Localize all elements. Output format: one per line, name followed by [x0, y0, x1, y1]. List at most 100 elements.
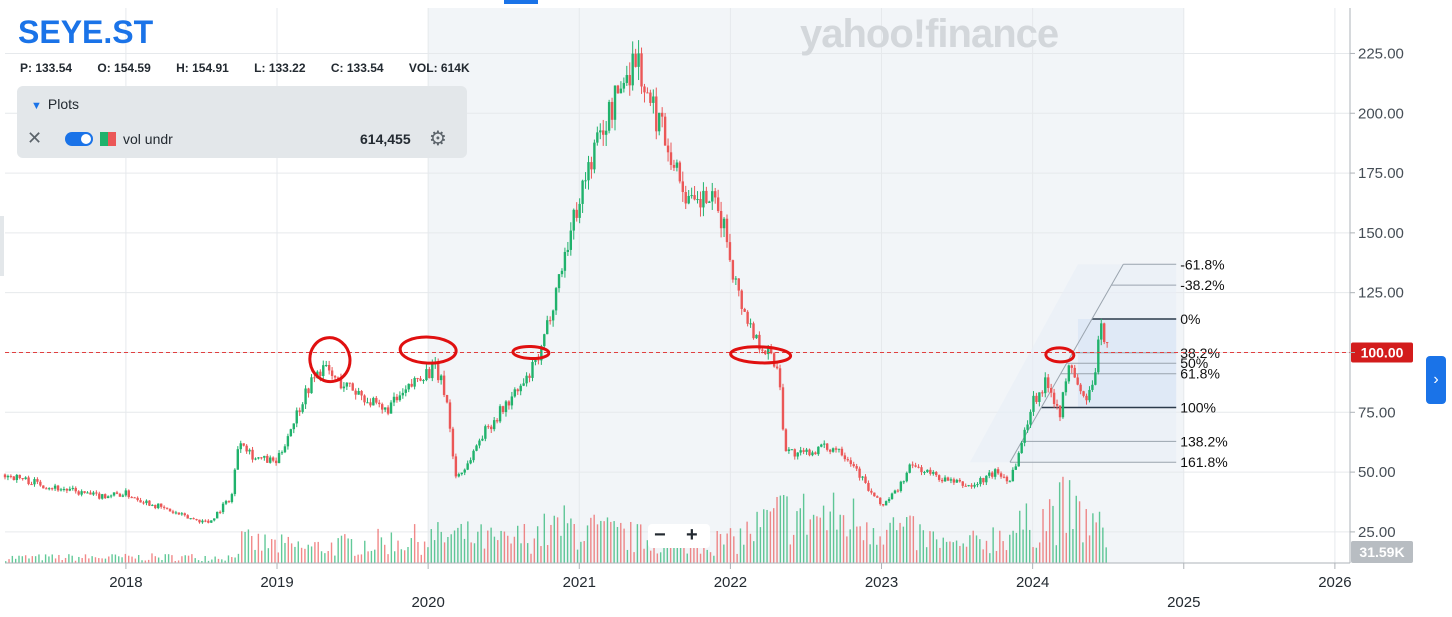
volume-bar [736, 553, 738, 563]
x-tick-label: 2024 [1016, 574, 1049, 591]
volume-bar [320, 551, 323, 563]
candle-body [431, 364, 434, 379]
volume-bar [1098, 511, 1101, 563]
volume-bar [583, 541, 585, 563]
volume-bar [896, 530, 898, 563]
volume-bar [204, 555, 206, 563]
zoom-controls: − + [648, 524, 710, 548]
top-drag-handle[interactable] [504, 0, 538, 4]
volume-bar [440, 531, 442, 563]
candle-body [422, 380, 425, 382]
visibility-toggle[interactable] [65, 132, 93, 146]
close-icon[interactable]: ✕ [27, 128, 43, 148]
zoom-out-button[interactable]: − [654, 524, 666, 546]
volume-bar [763, 509, 765, 563]
volume-bar [274, 539, 276, 563]
candle-body [884, 501, 888, 506]
candle-body [1064, 381, 1068, 393]
volume-bar [270, 539, 273, 563]
volume-bar [251, 535, 253, 563]
candle-body [1011, 469, 1015, 482]
fib-level-label: 38.2% [1180, 345, 1220, 361]
candle-body [460, 472, 463, 475]
volume-bar [1055, 545, 1058, 563]
candle-body [289, 429, 293, 437]
candle-body [699, 199, 702, 208]
volume-bar [144, 560, 147, 563]
low-value: L: 133.22 [254, 61, 306, 75]
volume-bar [556, 517, 559, 563]
volume-bar [696, 541, 698, 563]
close-value: C: 133.54 [330, 61, 384, 75]
candle-body [740, 290, 743, 309]
y-tick-label: 225.00 [1358, 45, 1404, 62]
volume-bar [41, 560, 43, 563]
volume-bar [187, 555, 190, 563]
volume-bar [124, 553, 127, 563]
candle-body [490, 426, 493, 430]
volume-bar [493, 536, 496, 563]
candle-body [360, 391, 363, 396]
candle-body [958, 479, 961, 482]
candle-body [652, 96, 655, 103]
candle-body [610, 101, 614, 120]
candle-body [15, 474, 18, 481]
volume-bar [487, 530, 489, 563]
plots-toggle[interactable]: ▼ Plots [31, 96, 79, 112]
expand-panel-button[interactable]: › [1426, 356, 1446, 404]
candle-body [1082, 391, 1085, 396]
candle-body [201, 520, 204, 523]
candle-body [401, 392, 405, 396]
volume-bar [1068, 480, 1071, 563]
volume-bar [214, 556, 216, 563]
color-swatch-icon[interactable] [100, 132, 116, 146]
zoom-in-button[interactable]: + [686, 524, 698, 546]
candle-body [404, 389, 407, 393]
volume-bar [234, 557, 236, 563]
candle-body [227, 501, 231, 503]
volume-bar [580, 541, 582, 563]
fibonacci-retracement[interactable]: -61.8% -38.2% 0% 38.2%50%61.8% 100% 138.2% 161… [969, 256, 1228, 470]
volume-bar [992, 527, 994, 563]
candle-body [1102, 323, 1106, 343]
candle-body [89, 492, 92, 495]
volume-bar [304, 548, 306, 563]
volume-bar [134, 558, 137, 563]
candle-body [86, 492, 89, 494]
candle-body [30, 484, 33, 486]
volume-bar [443, 542, 446, 563]
volume-bar [1065, 532, 1067, 563]
candle-body [1100, 323, 1103, 340]
candle-body [811, 452, 814, 456]
candle-body [543, 334, 546, 347]
yahoo-finance-logo: yahoo!finance [800, 12, 1059, 56]
volume-bar [1035, 547, 1038, 563]
left-edge-handle[interactable] [0, 216, 4, 276]
gear-icon[interactable]: ⚙ [429, 128, 447, 150]
candle-body [413, 378, 416, 387]
volume-bar [1005, 550, 1008, 563]
candle-body [893, 490, 897, 494]
volume-bar [769, 511, 772, 563]
volume-bar [686, 553, 688, 563]
candle-body [725, 218, 729, 243]
volume-bar [88, 558, 90, 563]
volume-bar [78, 556, 80, 563]
volume-bar [517, 525, 519, 563]
volume-bar [330, 542, 333, 563]
candle-body [260, 457, 263, 459]
candle-body [923, 472, 926, 474]
candle-body [495, 420, 499, 422]
volume-bar [829, 511, 831, 563]
volume-bar [543, 513, 546, 563]
candle-body [1035, 395, 1038, 402]
volume-bar [792, 534, 795, 563]
candle-body [157, 503, 160, 509]
volume-bar [573, 523, 575, 563]
volume-bar [427, 547, 429, 563]
candle-body [687, 195, 690, 204]
volume-bar [1045, 531, 1048, 563]
candle-body [251, 449, 254, 460]
volume-bar [915, 550, 918, 563]
